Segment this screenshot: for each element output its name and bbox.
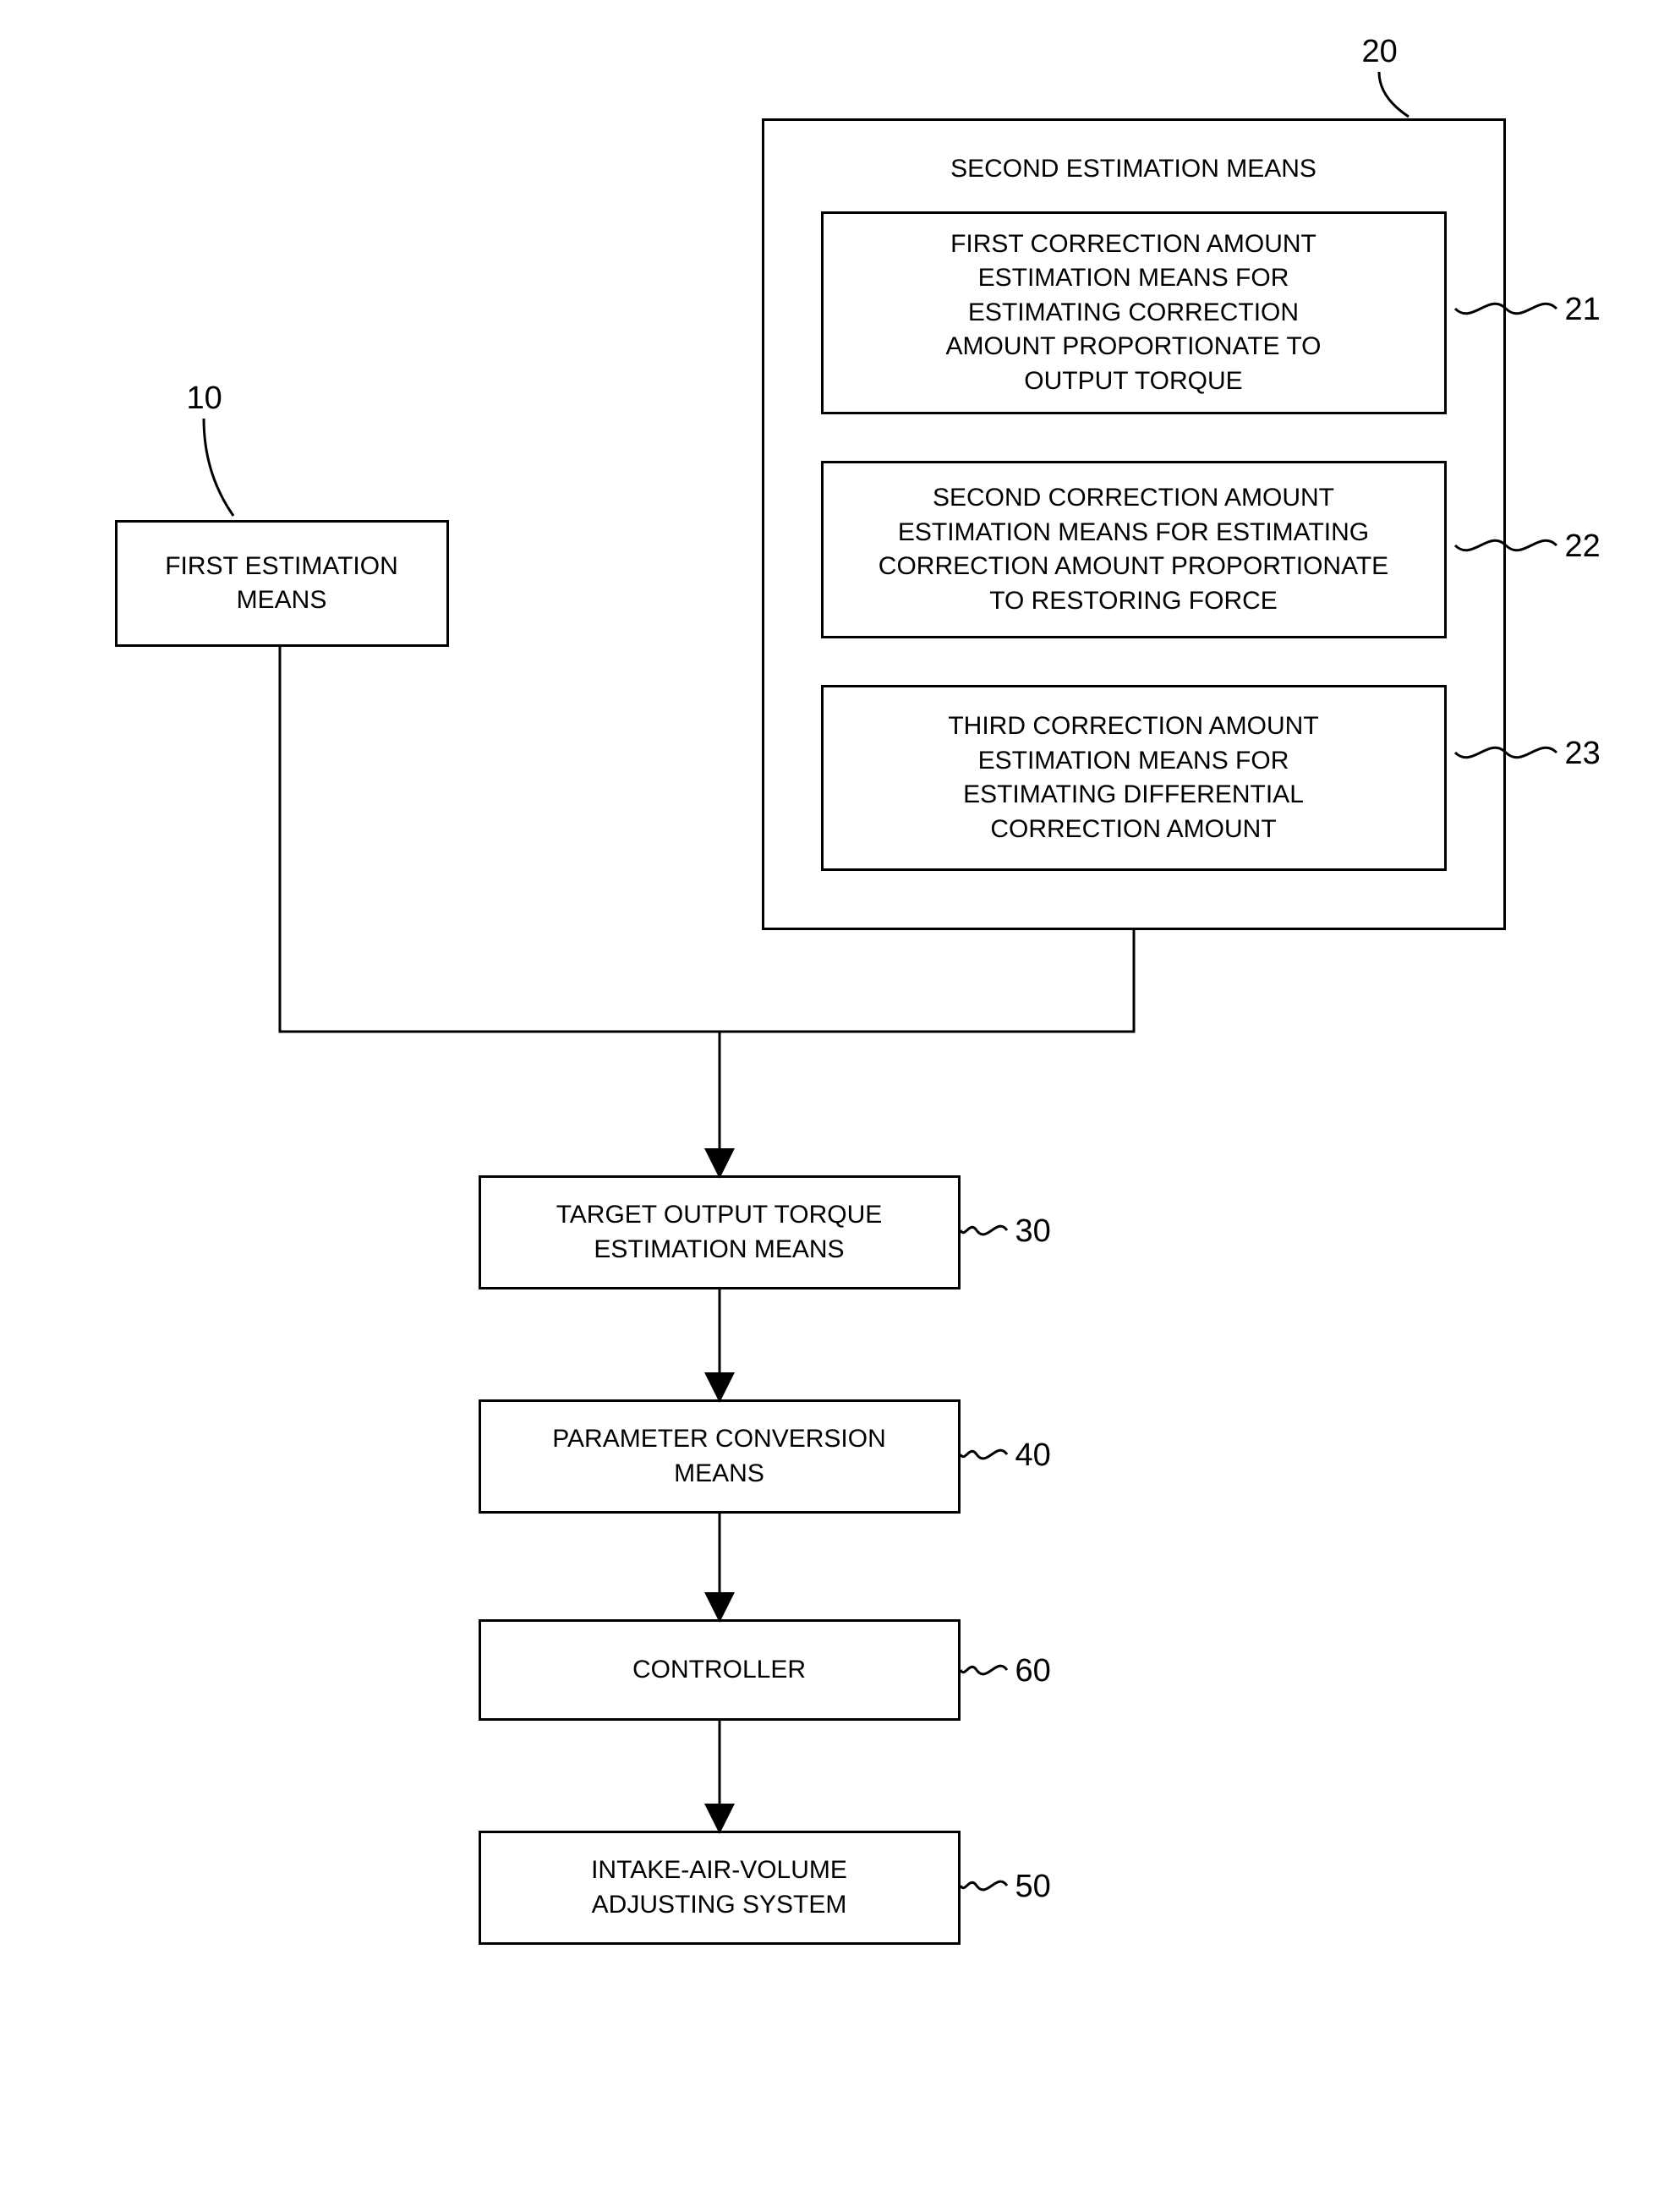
flowchart-diagram: SECOND ESTIMATION MEANS FIRST ESTIMATION… bbox=[35, 34, 1641, 2148]
edge-n20-join bbox=[720, 930, 1134, 1032]
leader-60 bbox=[961, 1666, 1007, 1674]
leader-50 bbox=[961, 1881, 1007, 1890]
connectors-svg bbox=[35, 34, 1641, 2148]
leader-30 bbox=[961, 1226, 1007, 1235]
leader-10 bbox=[204, 419, 233, 516]
leader-40 bbox=[961, 1450, 1007, 1459]
leader-22 bbox=[1455, 540, 1557, 550]
edge-n10-join bbox=[280, 647, 720, 1032]
leader-20 bbox=[1379, 72, 1409, 117]
leader-21 bbox=[1455, 304, 1557, 314]
leader-23 bbox=[1455, 747, 1557, 758]
